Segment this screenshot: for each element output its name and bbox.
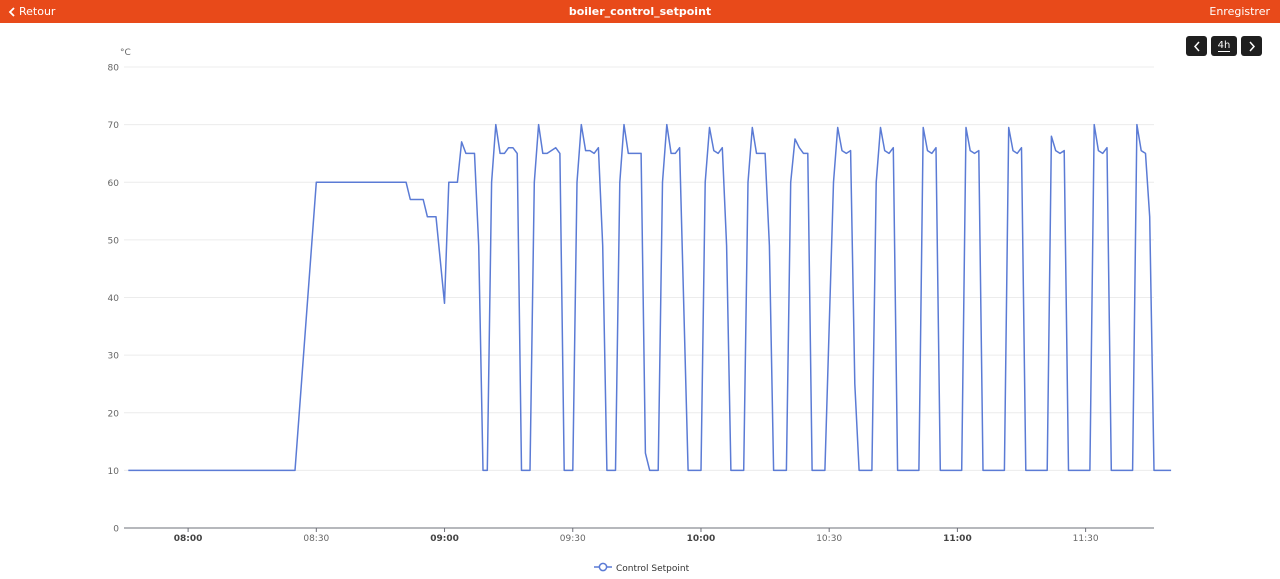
previous-range-button[interactable]: [1186, 36, 1207, 56]
x-tick-label: 08:30: [303, 534, 329, 544]
y-tick-label: 80: [108, 64, 120, 74]
x-tick-label: 11:30: [1073, 534, 1099, 544]
next-range-button[interactable]: [1241, 36, 1262, 56]
x-tick-label: 09:30: [560, 534, 586, 544]
back-label: Retour: [19, 5, 56, 18]
y-axis-unit-label: °C: [120, 48, 131, 58]
x-tick-label: 09:00: [430, 534, 459, 544]
x-tick-label: 10:00: [687, 534, 716, 544]
range-selector-button[interactable]: 4h: [1211, 36, 1237, 56]
x-tick-label: 10:30: [816, 534, 842, 544]
x-tick-label: 11:00: [943, 534, 972, 544]
save-button[interactable]: Enregistrer: [1209, 5, 1270, 18]
y-tick-label: 20: [108, 409, 120, 419]
legend-label: Control Setpoint: [616, 563, 690, 574]
y-tick-label: 10: [108, 467, 120, 477]
x-tick-label: 08:00: [174, 534, 203, 544]
y-tick-label: 60: [108, 179, 120, 189]
series-line-0: [128, 123, 1172, 472]
chevron-left-icon: [8, 6, 16, 17]
top-bar: Retour boiler_control_setpoint Enregistr…: [0, 0, 1280, 23]
time-range-controls: 4h: [1186, 36, 1262, 56]
chevron-left-icon: [1193, 41, 1201, 52]
y-tick-label: 50: [108, 236, 120, 246]
chevron-right-icon: [1248, 41, 1256, 52]
setpoint-chart: 0 10 20 30 40 50 60 70 80°C 08:00 08:30 09:00 09:30 1…: [108, 48, 1172, 544]
y-tick-label: 0: [113, 525, 119, 535]
back-button[interactable]: Retour: [8, 0, 55, 23]
page-title: boiler_control_setpoint: [568, 5, 712, 18]
range-label: 4h: [1217, 40, 1231, 52]
y-tick-label: 70: [108, 121, 120, 131]
chart-legend[interactable]: Control Setpoint: [594, 562, 689, 575]
legend-marker-icon: [594, 562, 612, 575]
y-tick-label: 40: [108, 294, 120, 304]
y-tick-label: 30: [108, 352, 120, 362]
